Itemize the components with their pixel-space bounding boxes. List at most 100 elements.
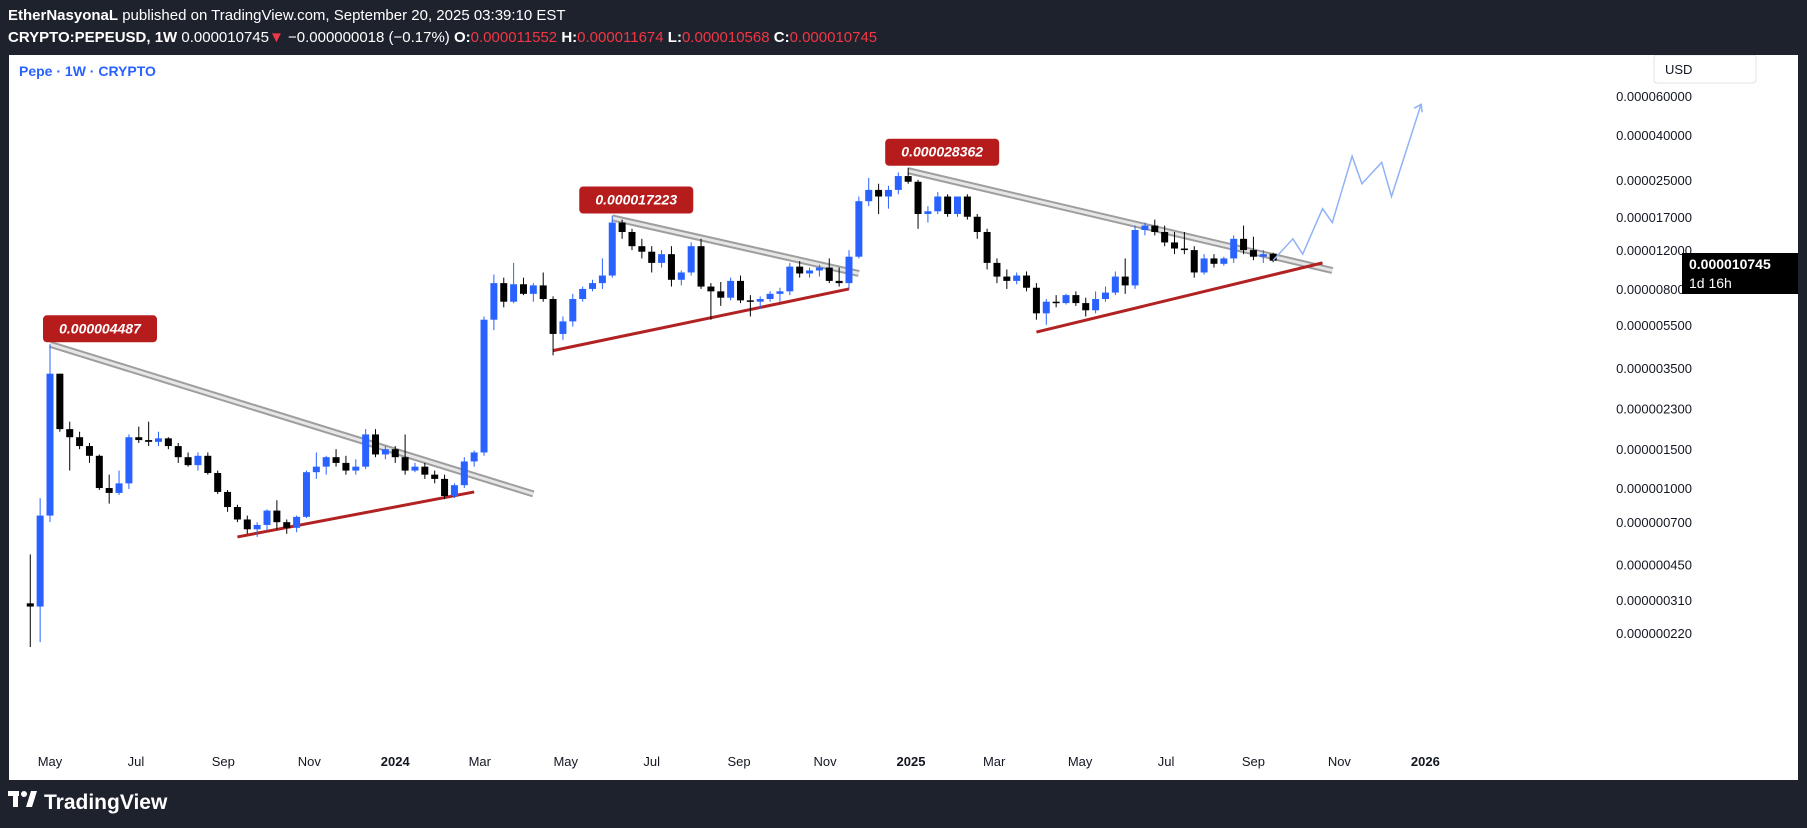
- candles: [26, 167, 1277, 648]
- chart-pane[interactable]: Pepe · 1W · CRYPTO USD 0.000060000 0.0000…: [9, 54, 1799, 780]
- candle-body: [1259, 254, 1267, 257]
- brand-logo[interactable]: TradingView: [8, 791, 167, 815]
- candle-body: [796, 266, 804, 274]
- price-callout-label: 0.000004487: [59, 320, 142, 336]
- projection-arrow-icon: [1413, 103, 1423, 113]
- candle-body: [529, 285, 537, 294]
- high-label: H:: [561, 29, 578, 46]
- price-chart[interactable]: Pepe · 1W · CRYPTO USD 0.0000600000.0000…: [9, 54, 1799, 780]
- resistance-channel-fill: [907, 169, 1333, 272]
- time-tick-label: Sep: [212, 754, 235, 769]
- open-label: O:: [453, 29, 471, 46]
- change-arrow-icon: ▼: [268, 29, 284, 46]
- candle-body: [283, 522, 291, 528]
- candle-body: [589, 283, 597, 289]
- candle-body: [539, 285, 547, 300]
- candle-body: [904, 176, 912, 182]
- candle-body: [1092, 299, 1100, 311]
- price-callout-label: 0.000028362: [901, 144, 983, 160]
- time-tick-label: Sep: [1242, 754, 1265, 769]
- last-price-label: 0.000010745 1d 16h: [1682, 253, 1799, 294]
- price-callout-box: [43, 315, 157, 343]
- support-trendline: [237, 490, 475, 539]
- resistance-channel-fill: [611, 216, 860, 275]
- candle-body: [973, 216, 981, 232]
- candle-body: [1023, 275, 1031, 288]
- candle-body: [263, 510, 271, 525]
- candle-body: [95, 455, 103, 489]
- projection-path: [1272, 103, 1423, 261]
- candle-body: [460, 461, 468, 486]
- time-tick-label: May: [553, 754, 578, 769]
- candle-body: [36, 515, 44, 607]
- candle-body: [766, 293, 774, 300]
- candle-body: [865, 189, 873, 202]
- price-tick-label: 0.000001500: [1616, 442, 1692, 457]
- time-tick-label: Nov: [298, 754, 322, 769]
- time-axis[interactable]: May Jul Sep Nov 2024 Mar May Jul Sep Nov 2025 Mar Ma…: [38, 754, 1440, 769]
- candle-body: [1013, 275, 1021, 281]
- time-tick-label: May: [1068, 754, 1093, 769]
- candle-body: [164, 438, 172, 447]
- price-change: −0.000000018 (−0.17%): [288, 29, 450, 46]
- brand-name: TradingView: [44, 791, 168, 814]
- candle-body: [332, 457, 340, 463]
- candle-body: [480, 319, 488, 453]
- candle-body: [845, 256, 853, 284]
- candle-body: [954, 196, 962, 214]
- close-value: 0.000010745: [789, 29, 878, 46]
- candle-body: [667, 254, 675, 280]
- candle-body: [66, 429, 74, 438]
- price-axis[interactable]: 0.000060000 0.000040000 0.000025000 0.00001…: [1616, 89, 1692, 641]
- last-price: 0.000010745: [181, 29, 269, 46]
- candle-body: [56, 373, 64, 430]
- candle-body: [1042, 301, 1050, 314]
- candle-body: [1180, 248, 1188, 251]
- price-tick-label: 0.000060000: [1616, 89, 1692, 104]
- time-tick-label: 2024: [381, 754, 411, 769]
- currency-button[interactable]: USD: [1653, 54, 1757, 84]
- candle-body: [1131, 230, 1139, 286]
- header-bar: EtherNasyonaL published on TradingView.c…: [0, 0, 1807, 55]
- candle-body: [598, 275, 606, 284]
- candle-body: [1032, 287, 1040, 314]
- candle-body: [944, 196, 952, 214]
- candle-body: [786, 266, 794, 292]
- candle-body: [815, 267, 823, 271]
- trendlines: [48, 167, 1334, 539]
- chart-title: Pepe · 1W · CRYPTO: [19, 63, 156, 79]
- candle-body: [569, 299, 577, 322]
- candle-body: [1269, 253, 1277, 261]
- candle-body: [776, 291, 784, 294]
- candle-body: [500, 283, 508, 302]
- time-tick-label: Nov: [813, 754, 837, 769]
- candle-body: [1220, 258, 1228, 264]
- candle-body: [806, 270, 814, 274]
- candle-body: [135, 437, 143, 441]
- price-tick-label: 0.000001000: [1616, 481, 1692, 496]
- price-tick-label: 0.000000450: [1616, 557, 1692, 572]
- author-name[interactable]: EtherNasyonaL: [8, 7, 119, 24]
- candle-body: [983, 231, 991, 263]
- candle-body: [26, 603, 34, 607]
- high-value: 0.000011674: [577, 29, 664, 46]
- candle-body: [736, 280, 744, 301]
- candle-body: [1200, 258, 1208, 273]
- price-tick-label: 0.000000220: [1616, 626, 1692, 641]
- candle-body: [1190, 250, 1198, 273]
- candle-body: [993, 262, 1001, 277]
- candle-body: [362, 434, 370, 467]
- close-label: C:: [773, 29, 790, 46]
- candle-body: [658, 254, 666, 263]
- candle-body: [233, 507, 241, 520]
- candle-body: [579, 288, 587, 300]
- time-tick-label: Mar: [469, 754, 492, 769]
- candle-body: [184, 457, 192, 466]
- candle-body: [934, 196, 942, 212]
- candle-body: [1240, 238, 1248, 251]
- candle-body: [875, 189, 883, 197]
- candle-body: [1003, 276, 1011, 281]
- candle-body: [155, 438, 163, 442]
- candle-body: [174, 446, 182, 458]
- candle-body: [194, 455, 202, 466]
